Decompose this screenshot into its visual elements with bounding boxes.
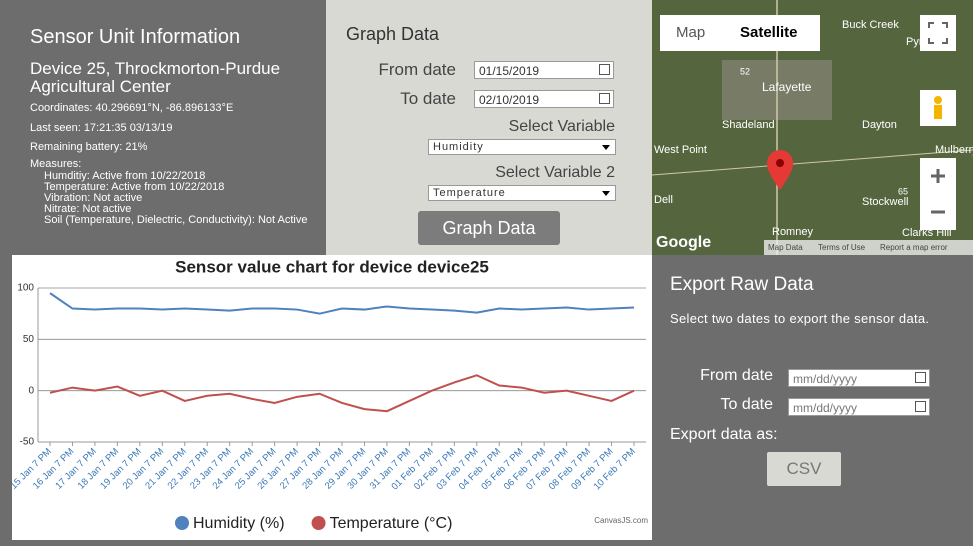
map-tab[interactable]: Map [676,24,705,41]
csv-button[interactable]: CSV [767,452,841,486]
form-title: Graph Data [346,24,439,45]
map-footer-link[interactable]: Terms of Use [818,243,866,252]
chart-title: Sensor value chart for device device25 [175,257,489,276]
panel-title: Sensor Unit Information [30,26,240,49]
from-value: 01/15/2019 [479,64,539,78]
y-tick-label: -50 [20,437,35,448]
measures-label: Measures: [30,158,81,170]
zoom-control[interactable] [920,158,956,230]
road-shield: 65 [898,186,908,196]
place: Clarks Hill [902,227,952,239]
pegman [934,96,942,104]
map-tab[interactable]: Satellite [740,24,798,41]
series-line [50,375,634,411]
place: Mulberry [935,144,973,156]
map: Map Satellite Buck Creek Pyr 52 Lafayett… [652,0,973,255]
place: Dayton [862,119,897,131]
var2-label: Select Variable 2 [495,164,615,182]
place: Pyr [906,36,923,48]
var2-value: Temperature [433,187,506,199]
var2-select[interactable]: Temperature [428,185,616,201]
var1-value: Humidity [433,141,484,153]
from-label: From date [379,60,456,80]
to-input[interactable]: 02/10/2019 [474,90,614,108]
measures: Humditiy: Active from 10/22/2018 Tempera… [44,171,314,226]
y-tick-label: 100 [17,283,34,294]
export-to-label: To date [721,396,773,414]
placeholder: mm/dd/yyyy [793,401,857,415]
map-pin-dot [776,159,784,167]
place: Shadeland [722,119,775,131]
map-logo: Google [656,234,711,251]
coordinates: Coordinates: 40.296691°N, -86.896133°E [30,102,233,114]
place: Dell [654,194,673,206]
place: Romney [772,226,813,238]
pegman [934,105,942,119]
export-format-label: Export data as: [670,426,778,444]
y-tick-label: 50 [23,334,35,345]
y-tick-label: 0 [28,385,34,396]
page: Sensor Unit Information Device 25, Throc… [0,0,973,546]
fullscreen-button[interactable] [920,15,956,51]
graph-button[interactable]: Graph Data [418,211,560,245]
var1-label: Select Variable [509,118,615,136]
chart-credit: CanvasJS.com [594,516,648,525]
map-footer-link[interactable]: Map Data [768,243,803,252]
legend-swatch [175,516,189,530]
export-from-input[interactable]: mm/dd/yyyy [788,369,930,387]
battery: Remaining battery: 21% [30,141,147,153]
place: Lafayette [762,80,812,94]
export-from-label: From date [700,367,773,385]
road-shield: 52 [740,66,750,76]
export-to-input[interactable]: mm/dd/yyyy [788,398,930,416]
place: West Point [654,144,707,156]
chart: Sensor value chart for device device25 C… [12,255,652,540]
export-description: Select two dates to export the sensor da… [670,308,960,329]
placeholder: mm/dd/yyyy [793,372,857,386]
legend-label: Temperature (°C) [330,515,453,532]
map-footer-link[interactable]: Report a map error [880,243,948,252]
last-seen: Last seen: 17:21:35 03/13/19 [30,122,173,134]
place: Stockwell [862,196,908,208]
export-title: Export Raw Data [670,274,814,296]
graph-form: Graph Data From date 01/15/2019 To date … [326,0,652,255]
from-input[interactable]: 01/15/2019 [474,61,614,79]
var1-select[interactable]: Humidity [428,139,616,155]
legend-label: Humidity (%) [193,515,285,532]
place: Buck Creek [842,19,899,31]
to-value: 02/10/2019 [479,93,539,107]
to-label: To date [400,89,456,109]
device-name: Device 25, Throckmorton-Purdue Agricultu… [30,60,320,96]
series-line [50,293,634,314]
measure: Soil (Temperature, Dielectric, Conductiv… [44,215,314,226]
legend-swatch [312,516,326,530]
